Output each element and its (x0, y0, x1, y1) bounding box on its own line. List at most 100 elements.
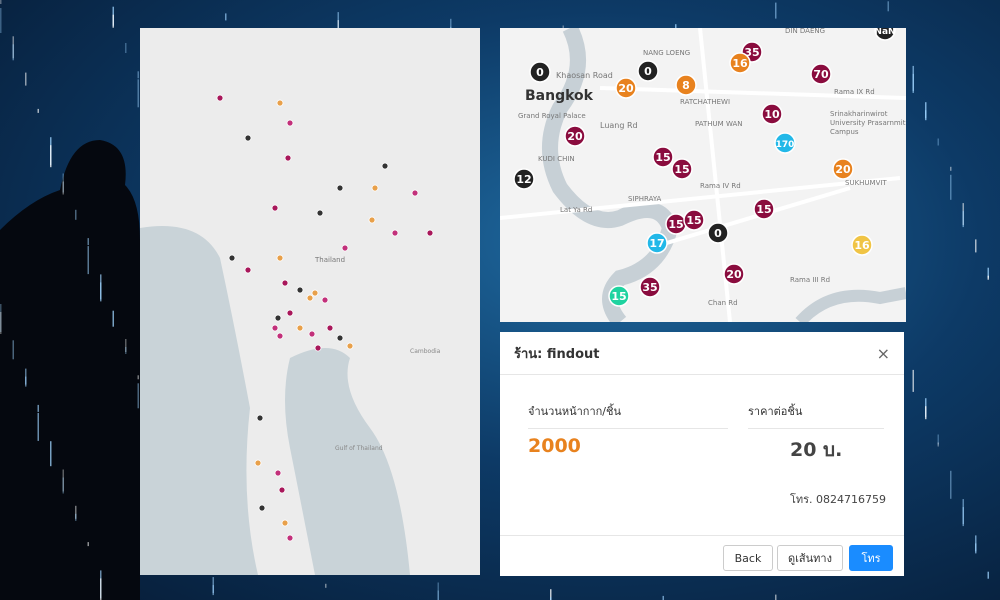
light-streak (125, 43, 127, 53)
marker-label: 0 (644, 65, 652, 78)
shop-dot (276, 99, 284, 107)
shop-dot (281, 279, 289, 287)
shop-dot (244, 134, 252, 142)
map-label: Khaosan Road (556, 71, 613, 80)
detail-map: NANG LOENG DIN DAENG Khaosan Road Bangkok Gr… (500, 28, 906, 322)
light-streak (925, 110, 927, 121)
shop-dot (286, 309, 294, 317)
shop-marker (564, 125, 586, 147)
light-streak (12, 340, 14, 360)
map-label: SUKHUMVIT (845, 179, 887, 187)
river (795, 287, 906, 322)
call-button[interactable]: โทร (849, 545, 893, 571)
light-streak (50, 145, 52, 168)
light-streak (37, 404, 39, 412)
light-streak (0, 312, 2, 334)
light-streak (975, 543, 977, 554)
light-streak (12, 44, 14, 61)
shop-dot (274, 469, 282, 477)
light-streak (450, 18, 452, 35)
light-streak (325, 583, 327, 588)
marker-label: 35 (642, 281, 657, 294)
light-streak (125, 339, 127, 352)
light-streak (925, 406, 927, 420)
shop-marker (529, 61, 551, 83)
roads (500, 28, 906, 322)
divider (500, 535, 904, 536)
shop-marker (652, 146, 674, 168)
light-streak (662, 595, 664, 600)
shop-dot (368, 216, 376, 224)
shop-marker (774, 132, 796, 154)
back-button[interactable]: Back (723, 545, 773, 571)
shop-dot (271, 204, 279, 212)
map-label: PATHUM WAN (695, 120, 743, 128)
shop-dot (314, 344, 322, 352)
light-streak (950, 174, 952, 200)
shop-dot (244, 266, 252, 274)
marker-label: 10 (764, 108, 780, 121)
light-streak (937, 442, 939, 447)
light-streak (75, 209, 77, 220)
shop-dot (286, 534, 294, 542)
light-streak (775, 594, 777, 600)
shop-dot (391, 229, 399, 237)
marker-label: 20 (835, 163, 851, 176)
light-streak (50, 441, 52, 467)
silhouette (0, 140, 140, 600)
route-button[interactable]: ดูเส้นทาง (777, 545, 843, 571)
light-streak (887, 1, 889, 12)
map-label: Rama IV Rd (700, 182, 741, 190)
shop-dot (216, 94, 224, 102)
marker-label: 15 (668, 218, 683, 231)
shop-dot (346, 342, 354, 350)
shop-marker (723, 263, 745, 285)
map-label: DIN DAENG (785, 28, 825, 35)
light-streak (212, 585, 214, 596)
shop-marker (810, 63, 832, 85)
map-label: Grand Royal Palace (518, 112, 586, 120)
map-label: Thailand (314, 256, 345, 264)
light-streak (37, 108, 39, 113)
shop-dot (316, 209, 324, 217)
light-streak (562, 25, 564, 30)
shop-marker (513, 168, 535, 190)
shop-marker (608, 285, 630, 307)
marker-label: 15 (756, 203, 771, 216)
map-label: SIPHRAYA (628, 195, 662, 203)
shop-marker (729, 52, 751, 74)
map-label: Luang Rd (600, 121, 638, 130)
shop-dot (336, 334, 344, 342)
sea (285, 348, 410, 575)
shop-dot (254, 459, 262, 467)
shop-dot (256, 414, 264, 422)
shop-dot (341, 244, 349, 252)
shop-dot (228, 254, 236, 262)
close-button[interactable]: × (876, 343, 890, 363)
shop-dot (286, 119, 294, 127)
light-streak (987, 571, 989, 579)
light-streak (775, 2, 777, 19)
overview-map: Thailand Gulf of Thailand Cambodia (140, 28, 480, 575)
column-header: ราคาต่อชิ้น (748, 402, 884, 429)
light-streak (125, 347, 127, 354)
shop-dot (336, 184, 344, 192)
marker-label: 20 (618, 82, 634, 95)
light-streak (962, 507, 964, 527)
light-streak (987, 267, 989, 278)
shop-dot (278, 486, 286, 494)
shop-marker (683, 209, 705, 231)
shop-dot (311, 289, 319, 297)
shop-dot (258, 504, 266, 512)
marker-label: 35 (744, 46, 759, 59)
map-label: RATCHATHEWI (680, 98, 730, 106)
price: 20 บ. (790, 439, 843, 461)
map-label: Lat Ya Rd (560, 206, 592, 214)
shop-dot (281, 519, 289, 527)
shop-dot (306, 294, 314, 302)
marker-label: 170 (776, 140, 795, 150)
shop-dot (426, 229, 434, 237)
shop-marker (675, 74, 697, 96)
map-label: Gulf of Thailand (335, 445, 383, 452)
dialog-title: ร้าน: findout (514, 346, 600, 362)
